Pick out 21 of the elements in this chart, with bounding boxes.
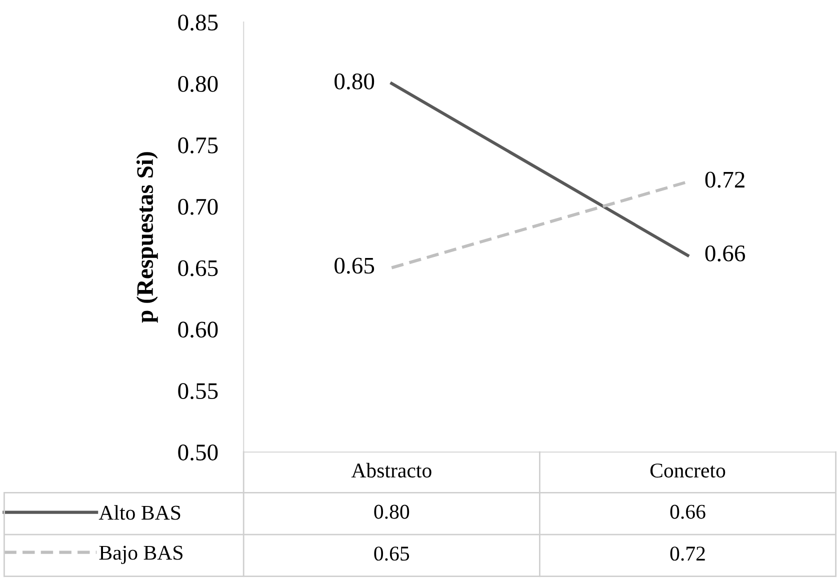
y-tick-label: 0.50 — [178, 444, 218, 461]
data-label: 0.80 — [374, 504, 410, 519]
y-tick-label: 0.75 — [178, 137, 218, 154]
data-label: 0.65 — [374, 546, 410, 561]
y-tick-label: 0.80 — [178, 76, 218, 92]
text: 0.80 — [334, 73, 374, 90]
x-tick-label: Abstracto — [351, 462, 432, 478]
legend-label: Alto BAS — [98, 505, 180, 520]
y-tick-label: 0.85 — [178, 14, 218, 31]
y-tick-label: 0.60 — [178, 322, 218, 338]
text: 0.65 — [334, 258, 374, 274]
data-label: 0.66 — [670, 504, 706, 519]
y-tick-label: 0.55 — [178, 383, 218, 400]
y-axis-title: p (Respuestas Si) — [136, 152, 158, 323]
data-label: 0.72 — [670, 546, 705, 561]
text: 0.72 — [705, 172, 744, 188]
text: 0.66 — [705, 245, 746, 262]
y-tick-label: 0.65 — [178, 260, 218, 276]
y-tick-label: 0.70 — [178, 198, 218, 215]
x-tick-label: Concreto — [650, 464, 726, 478]
legend-label: Bajo BAS — [99, 546, 182, 564]
